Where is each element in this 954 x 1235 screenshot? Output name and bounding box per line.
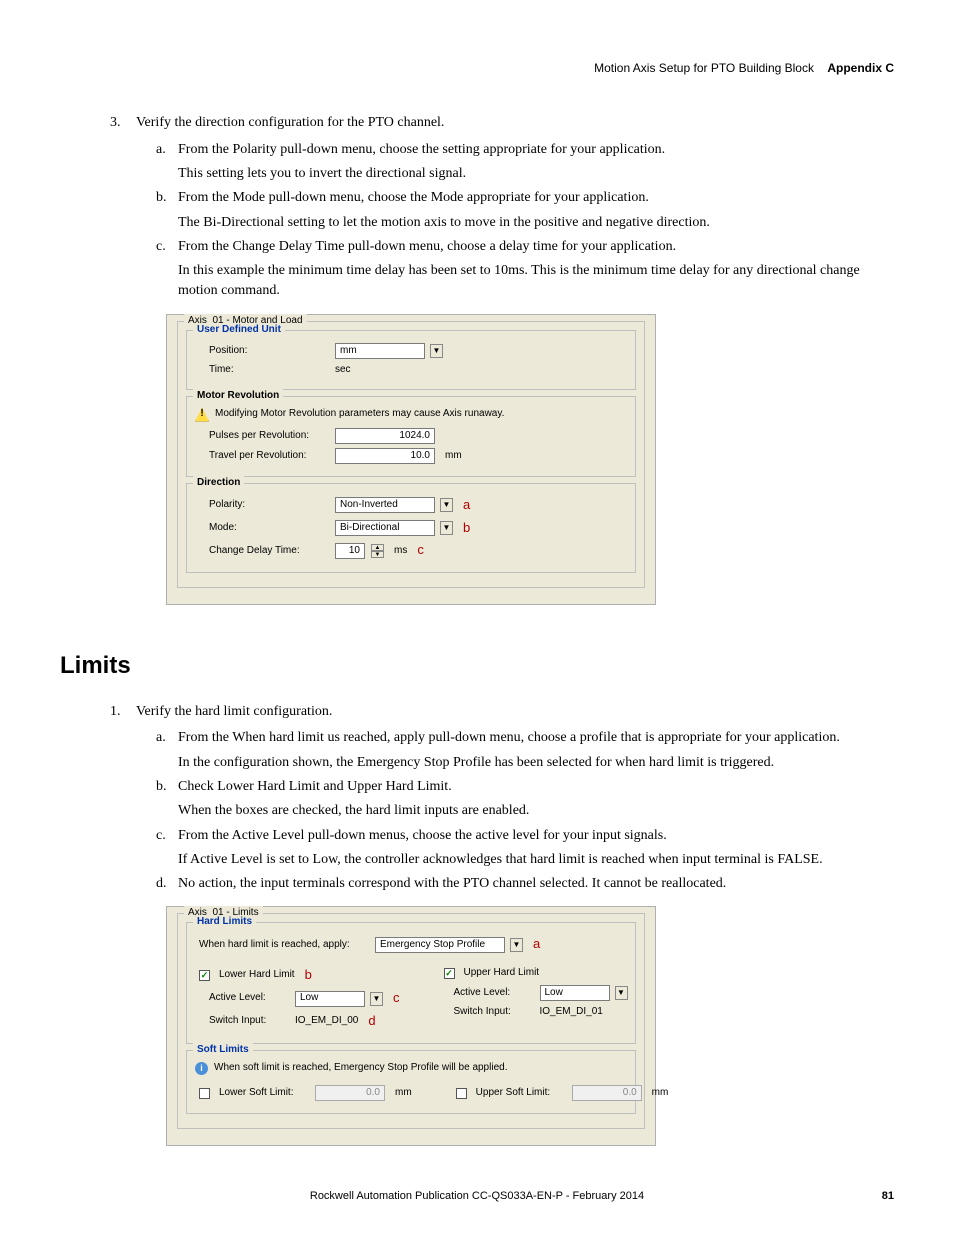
position-label: Position: <box>209 344 329 359</box>
hard-limits-group: Hard Limits When hard limit is reached, … <box>186 922 636 1043</box>
mode-select[interactable]: Bi-Directional <box>335 520 435 536</box>
motor-load-dialog: Axis_01 - Motor and Load User Defined Un… <box>166 314 656 606</box>
frame-limits: Axis_01 - Limits Hard Limits When hard l… <box>177 913 645 1129</box>
frame-motor-load: Axis_01 - Motor and Load User Defined Un… <box>177 321 645 589</box>
annotation-b2: b <box>305 966 312 985</box>
mode-dropdown-btn[interactable]: ▼ <box>440 521 453 535</box>
motor-revolution-group: Motor Revolution ! Modifying Motor Revol… <box>186 396 636 477</box>
limits-dialog: Axis_01 - Limits Hard Limits When hard l… <box>166 906 656 1146</box>
upper-soft-limit-checkbox[interactable] <box>456 1088 467 1099</box>
header: Motion Axis Setup for PTO Building Block… <box>60 60 894 77</box>
switch-input-label-r: Switch Input: <box>454 1005 534 1020</box>
active-level-label-r: Active Level: <box>454 986 534 1001</box>
active-level-select-l[interactable]: Low <box>295 991 365 1007</box>
position-select[interactable]: mm <box>335 343 425 359</box>
info-icon: i <box>195 1062 208 1075</box>
tpr-unit: mm <box>445 449 462 464</box>
active-level-dropdown-btn-l[interactable]: ▼ <box>370 992 383 1006</box>
switch-input-value-r: IO_EM_DI_01 <box>540 1005 603 1020</box>
when-select[interactable]: Emergency Stop Profile <box>375 937 505 953</box>
soft-limits-group: Soft Limits i When soft limit is reached… <box>186 1050 636 1115</box>
step-1a: a. From the When hard limit us reached, … <box>156 728 894 773</box>
header-appendix: Appendix C <box>827 61 894 75</box>
switch-input-value-l: IO_EM_DI_00 <box>295 1014 358 1029</box>
annotation-c: c <box>417 541 424 560</box>
time-label: Time: <box>209 363 329 378</box>
cdt-input[interactable]: 10 <box>335 543 365 559</box>
step-1: 1. Verify the hard limit configuration. … <box>110 702 894 1146</box>
mode-label: Mode: <box>209 521 329 536</box>
position-dropdown-btn[interactable]: ▼ <box>430 344 443 358</box>
direction-group: Direction Polarity: Non-Inverted▼ a Mode… <box>186 483 636 574</box>
switch-input-label-l: Switch Input: <box>209 1014 289 1029</box>
upper-soft-limit-value: 0.0 <box>572 1085 642 1101</box>
tpr-input[interactable]: 10.0 <box>335 448 435 464</box>
annotation-d2: d <box>368 1012 375 1031</box>
step-1c: c. From the Active Level pull-down menus… <box>156 826 894 871</box>
lower-hard-limit-checkbox[interactable] <box>199 970 210 981</box>
when-dropdown-btn[interactable]: ▼ <box>510 938 523 952</box>
header-title: Motion Axis Setup for PTO Building Block <box>594 61 814 75</box>
lower-soft-limit-checkbox[interactable] <box>199 1088 210 1099</box>
upper-hard-limit-checkbox[interactable] <box>444 968 455 979</box>
warning-icon: ! <box>195 408 209 422</box>
ppr-input[interactable]: 1024.0 <box>335 428 435 444</box>
step-3c: c. From the Change Delay Time pull-down … <box>156 237 894 302</box>
annotation-a: a <box>463 496 470 515</box>
step-3: 3. Verify the direction configuration fo… <box>110 113 894 605</box>
cdt-spinner[interactable]: ▲▼ <box>371 544 384 558</box>
active-level-dropdown-btn-r[interactable]: ▼ <box>615 986 628 1000</box>
step-3-list: 3. Verify the direction configuration fo… <box>110 113 894 605</box>
limits-heading: Limits <box>60 649 894 684</box>
step-1d: d. No action, the input terminals corres… <box>156 874 894 894</box>
annotation-c2: c <box>393 989 400 1008</box>
annotation-b: b <box>463 519 470 538</box>
footer-publication: Rockwell Automation Publication CC-QS033… <box>310 1189 644 1205</box>
tpr-label: Travel per Revolution: <box>209 449 329 464</box>
time-value: sec <box>335 363 351 378</box>
cdt-unit: ms <box>394 544 407 559</box>
polarity-select[interactable]: Non-Inverted <box>335 497 435 513</box>
user-defined-unit-group: User Defined Unit Position: mm▼ Time: se… <box>186 330 636 391</box>
step-3b: b. From the Mode pull-down menu, choose … <box>156 188 894 233</box>
upper-soft-limit-label: Upper Soft Limit: <box>476 1086 566 1101</box>
step-3-text: Verify the direction configuration for t… <box>136 115 444 130</box>
lower-hard-limit-label: Lower Hard Limit <box>219 968 295 983</box>
step-1b: b. Check Lower Hard Limit and Upper Hard… <box>156 777 894 822</box>
step-1-text: Verify the hard limit configuration. <box>136 704 332 719</box>
polarity-label: Polarity: <box>209 498 329 513</box>
step-3a: a. From the Polarity pull-down menu, cho… <box>156 140 894 185</box>
step-3-number: 3. <box>110 113 121 133</box>
upper-hard-limit-label: Upper Hard Limit <box>464 966 540 981</box>
active-level-label-l: Active Level: <box>209 991 289 1006</box>
polarity-dropdown-btn[interactable]: ▼ <box>440 498 453 512</box>
warning-text: Modifying Motor Revolution parameters ma… <box>215 407 504 422</box>
ppr-label: Pulses per Revolution: <box>209 429 329 444</box>
cdt-label: Change Delay Time: <box>209 544 329 559</box>
active-level-select-r[interactable]: Low <box>540 985 610 1001</box>
when-label: When hard limit is reached, apply: <box>199 938 369 953</box>
soft-limit-info: When soft limit is reached, Emergency St… <box>214 1061 507 1076</box>
lower-soft-limit-label: Lower Soft Limit: <box>219 1086 309 1101</box>
limits-step-list: 1. Verify the hard limit configuration. … <box>110 702 894 1146</box>
footer: Rockwell Automation Publication CC-QS033… <box>0 1189 954 1205</box>
footer-page: 81 <box>882 1189 894 1205</box>
lower-soft-limit-value: 0.0 <box>315 1085 385 1101</box>
annotation-a2: a <box>533 935 540 954</box>
